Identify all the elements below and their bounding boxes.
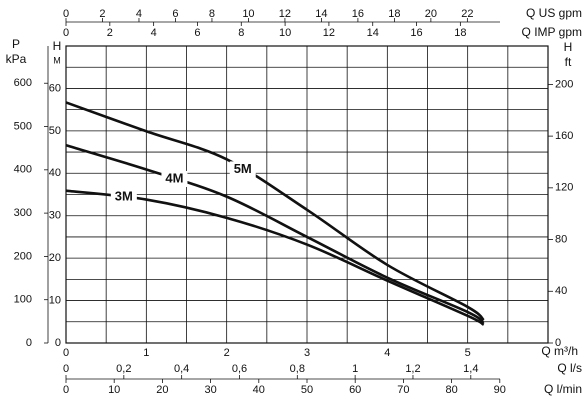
us_gpm_axis-tick-label: 4 [136,8,142,20]
legend-label: 3M [115,189,133,204]
us_gpm_axis-tick-label: 12 [279,8,291,20]
imp_gpm_axis-tick-label: 6 [194,27,200,39]
ls_axis-tick-label: 0 [63,363,69,375]
lmin_axis-tick-label: 70 [397,384,409,396]
us_gpm_axis-tick-label: 0 [63,8,69,20]
ls_axis-tick-label: 0,2 [116,363,131,375]
lmin_axis-tick-label: 10 [108,384,120,396]
lmin_axis-tick-label: 80 [445,384,457,396]
imp_gpm_axis-tick-label: 12 [323,27,335,39]
lmin_axis-tick-label: 30 [204,384,216,396]
y-tick-label: 20 [49,252,61,264]
p-tick-label: 200 [14,250,32,262]
y-tick-label: 0 [55,337,61,349]
x-axis-label: Q m³/h [541,344,578,358]
curve [65,189,485,326]
imp_gpm_axis-tick-label: 16 [410,27,422,39]
us_gpm_axis-label: Q US gpm [526,6,582,20]
legend-label: 5M [234,161,252,176]
y-tick-label: 60 [49,82,61,94]
y-tick-label: 10 [49,294,61,306]
p-axis-label: P [12,37,20,51]
plot-frame [65,45,549,344]
ft-tick-label: 160 [555,130,573,142]
ls_axis-tick-label: 1 [352,363,358,375]
x-tick-label: 5 [465,347,471,359]
p-tick-label: 600 [14,77,32,89]
p-tick-label: 0 [26,337,32,349]
imp_gpm_axis-tick-label: 14 [367,27,379,39]
x-tick-label: 4 [384,347,390,359]
ls_axis-tick-label: 1,4 [463,363,478,375]
x-tick-label: 0 [63,347,69,359]
x-tick-label: 3 [304,347,310,359]
y-tick-label: 50 [49,125,61,137]
legend-label: 4M [165,170,183,185]
ft-tick-label: 120 [555,182,573,194]
x-tick-label: 2 [224,347,230,359]
ft-axis-label: H [564,40,573,54]
label-bg [110,189,137,206]
us_gpm_axis-tick-label: 2 [99,8,105,20]
us_gpm_axis-tick-label: 14 [315,8,327,20]
label-bg [161,170,188,187]
p-tick-label: 400 [14,164,32,176]
us_gpm_axis-tick-label: 18 [388,8,400,20]
p-tick-label: 500 [14,120,32,132]
y-tick-label: 40 [49,167,61,179]
curve [65,144,485,325]
imp_gpm_axis-tick-label: 8 [238,27,244,39]
ls_axis-tick-label: 1,2 [405,363,420,375]
y-tick-label: 30 [49,210,61,222]
ls_axis-tick-label: 0,6 [232,363,247,375]
lmin_axis-tick-label: 40 [253,384,265,396]
us_gpm_axis-tick-label: 16 [352,8,364,20]
imp_gpm_axis-tick-label: 18 [454,27,466,39]
curve [65,101,485,322]
us_gpm_axis-tick-label: 8 [209,8,215,20]
us_gpm_axis-tick-label: 20 [425,8,437,20]
lmin_axis-tick-label: 0 [63,384,69,396]
x-tick-label: 1 [143,347,149,359]
label-bg [229,161,256,178]
ls_axis-label: Q l/s [557,361,582,375]
imp_gpm_axis-tick-label: 0 [63,27,69,39]
ft-tick-label: 40 [555,285,567,297]
y-axis-label: M [53,55,61,65]
imp_gpm_axis-label: Q IMP gpm [522,25,582,39]
lmin_axis-label: Q l/min [544,382,582,396]
us_gpm_axis-tick-label: 22 [461,8,473,20]
ft-tick-label: 80 [555,233,567,245]
y-axis-label: H [53,39,62,53]
p-axis-label: kPa [6,52,27,66]
ls_axis-tick-label: 0,8 [290,363,305,375]
p-tick-label: 300 [14,207,32,219]
ft-tick-label: 200 [555,78,573,90]
imp_gpm_axis-tick-label: 10 [279,27,291,39]
ft-axis-label: ft [565,55,572,69]
lmin_axis-tick-label: 60 [349,384,361,396]
lmin_axis-tick-label: 50 [301,384,313,396]
ft-tick-label: 0 [555,337,561,349]
imp_gpm_axis-tick-label: 4 [151,27,157,39]
imp_gpm_axis-tick-label: 2 [107,27,113,39]
us_gpm_axis-tick-label: 10 [242,8,254,20]
us_gpm_axis-tick-label: 6 [172,8,178,20]
lmin_axis-tick-label: 90 [494,384,506,396]
ls_axis-tick-label: 0,4 [174,363,189,375]
lmin_axis-tick-label: 20 [156,384,168,396]
p-tick-label: 100 [14,294,32,306]
